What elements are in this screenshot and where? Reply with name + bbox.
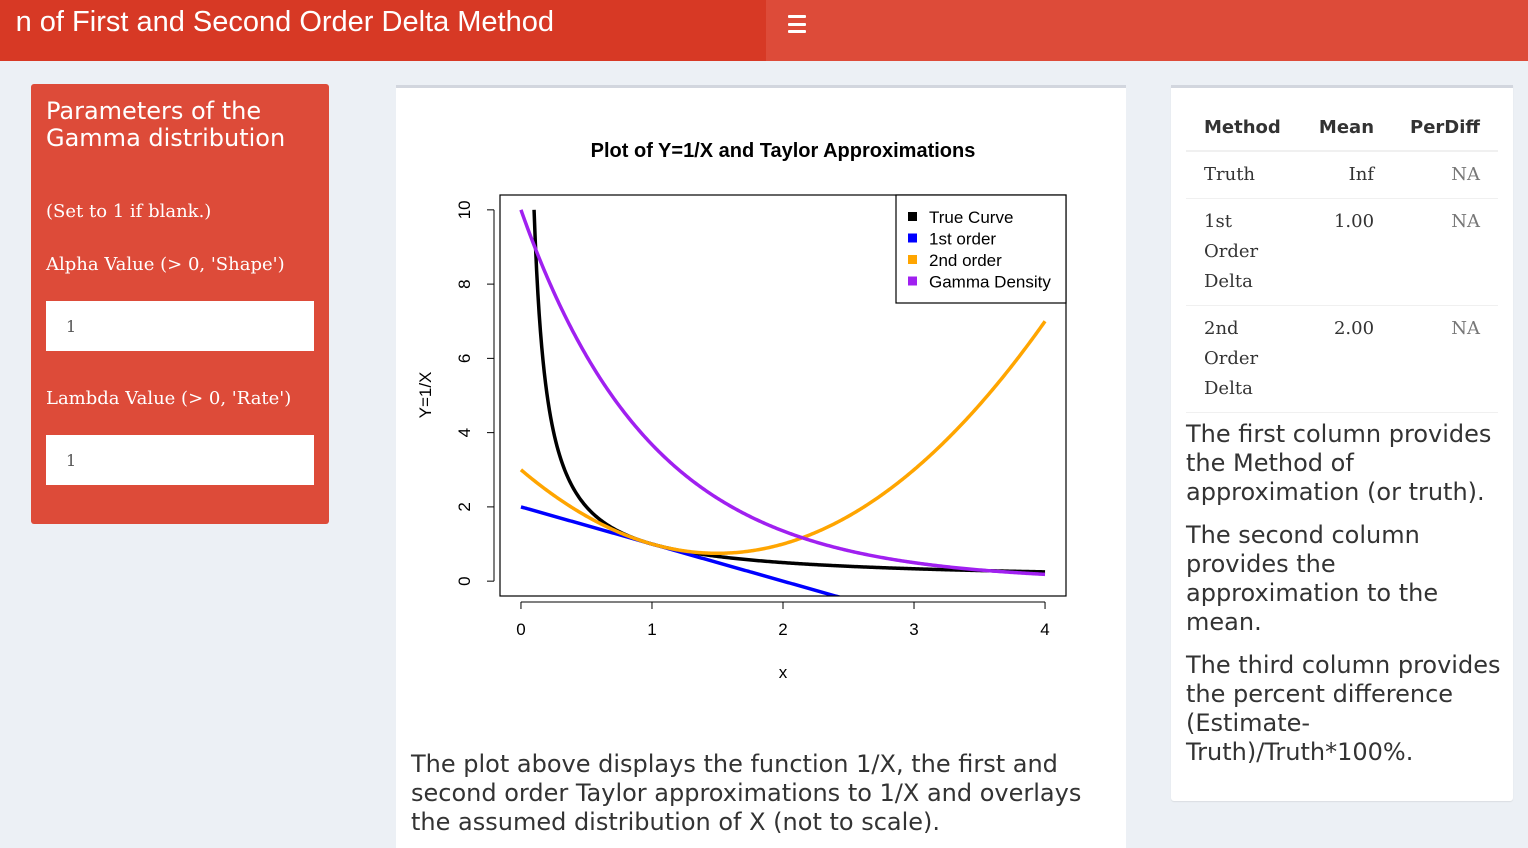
table-row: 1st Order Delta 1.00 NA [1186, 198, 1498, 306]
perdiff-cell: NA [1392, 151, 1498, 199]
method-cell: Truth [1186, 151, 1301, 199]
blank-hint: (Set to 1 if blank.) [46, 201, 212, 222]
note-method-column: The first column provides the Method of … [1186, 420, 1492, 506]
plot-frame [499, 194, 1067, 597]
y-tick-label: 2 [455, 502, 474, 511]
x-axis-label: x [779, 663, 788, 682]
mean-cell: 2.00 [1300, 305, 1393, 413]
chart-title: Plot of Y=1/X and Taylor Approximations [591, 140, 976, 162]
perdiff-cell: NA [1392, 198, 1498, 306]
y-tick-label: 0 [455, 576, 474, 585]
series-line-2nd-order [519, 320, 1047, 556]
y-tick-label: 10 [455, 200, 474, 219]
lambda-label: Lambda Value (> 0, 'Rate') [46, 388, 292, 409]
alpha-input[interactable] [46, 301, 314, 351]
method-cell: 2nd Order Delta [1186, 305, 1301, 413]
perdiff-cell: NA [1392, 305, 1498, 413]
legend-entry: 1st order [929, 230, 996, 249]
y-tick-label: 4 [455, 428, 474, 437]
x-tick-label: 4 [1040, 620, 1049, 639]
navbar [766, 0, 1528, 61]
legend-swatch [908, 233, 917, 243]
y-tick-label: 8 [455, 279, 474, 288]
y-tick-label: 6 [455, 354, 474, 363]
plot-panel: Plot of Y=1/X and Taylor Approximations … [396, 85, 1126, 848]
legend-swatch [908, 255, 917, 264]
legend-entry: 2nd order [929, 251, 1002, 270]
table-header-row: Method Mean PerDiff [1186, 105, 1498, 152]
x-tick-label: 0 [516, 620, 525, 639]
column-notes: The first column provides the Method of … [1186, 420, 1501, 781]
note-perdiff-column: The third column provides the percent di… [1186, 651, 1501, 766]
hamburger-icon[interactable] [788, 15, 806, 33]
mean-cell: Inf [1300, 151, 1393, 199]
series-line-gamma-density [519, 209, 1046, 577]
alpha-label: Alpha Value (> 0, 'Shape') [46, 254, 285, 275]
results-panel: Method Mean PerDiff Truth Inf NA 1st Ord… [1171, 85, 1513, 801]
column-header-mean: Mean [1300, 105, 1393, 152]
taylor-plot: Plot of Y=1/X and Taylor Approximations … [416, 140, 1067, 682]
plot-caption: The plot above displays the function 1/X… [411, 750, 1082, 836]
note-mean-column: The second column provides the approxima… [1186, 521, 1439, 636]
x-tick-label: 3 [909, 620, 918, 639]
legend-box [895, 194, 1067, 304]
lambda-input[interactable] [46, 435, 314, 485]
column-header-method: Method [1186, 105, 1301, 152]
parameters-title: Parameters of the Gamma distribution [46, 97, 286, 152]
mean-cell: 1.00 [1300, 198, 1393, 306]
table-row: Truth Inf NA [1186, 151, 1498, 199]
results-table: Method Mean PerDiff Truth Inf NA 1st Ord… [1186, 105, 1498, 413]
method-cell: 1st Order Delta [1186, 198, 1301, 306]
legend-swatch [908, 276, 917, 286]
app-title: n of First and Second Order Delta Method [15, 6, 554, 38]
series-line-1st-order [520, 505, 842, 596]
legend-entry: True Curve [929, 208, 1013, 227]
table-row: 2nd Order Delta 2.00 NA [1186, 305, 1498, 413]
legend-swatch [908, 212, 917, 221]
column-header-perdiff: PerDiff [1392, 105, 1498, 152]
app-title-bar: n of First and Second Order Delta Method [0, 0, 766, 61]
parameters-panel: Parameters of the Gamma distribution (Se… [31, 84, 329, 524]
y-axis-label: Y=1/X [416, 372, 435, 419]
legend-entry: Gamma Density [929, 273, 1051, 292]
x-tick-label: 2 [778, 620, 787, 639]
chart-legend: True Curve 1st order 2nd order Gamma Densit… [895, 194, 1067, 304]
x-tick-label: 1 [647, 620, 656, 639]
